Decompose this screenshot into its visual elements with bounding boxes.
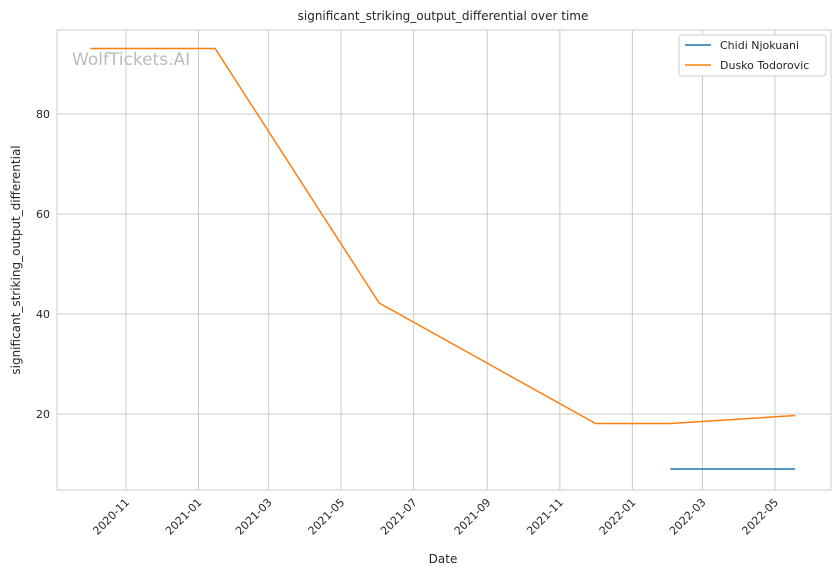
legend-box xyxy=(678,34,827,77)
legend: Chidi Njokuani Dusko Todorovic xyxy=(678,34,827,77)
x-tick-label: 2021-01 xyxy=(163,496,205,538)
x-tick-label: 2021-11 xyxy=(524,496,566,538)
y-tick-label: 80 xyxy=(36,108,50,121)
chart-title: significant_striking_output_differential… xyxy=(298,9,589,23)
plot-frame xyxy=(56,29,832,491)
x-tick-label: 2022-01 xyxy=(597,496,639,538)
x-tick-label: 2021-09 xyxy=(452,496,494,538)
y-axis-label: significant_striking_output_differential xyxy=(9,145,23,374)
x-tick-label: 2022-05 xyxy=(739,496,781,538)
x-tick-label: 2021-07 xyxy=(378,496,420,538)
y-tick-label: 60 xyxy=(36,208,50,221)
watermark: WolfTickets.AI xyxy=(72,50,190,70)
y-tick-label: 40 xyxy=(36,308,50,321)
x-tick-label: 2020-11 xyxy=(90,496,132,538)
series-line-dusko-todorovic xyxy=(90,47,796,425)
x-tick-label: 2022-03 xyxy=(667,496,709,538)
y-tick-label: 20 xyxy=(36,408,50,421)
x-axis-label: Date xyxy=(429,552,458,566)
legend-label-dusko: Dusko Todorovic xyxy=(720,59,809,72)
x-tick-label: 2021-05 xyxy=(306,496,348,538)
legend-label-chidi: Chidi Njokuani xyxy=(720,39,799,52)
x-tick-label: 2021-03 xyxy=(233,496,275,538)
